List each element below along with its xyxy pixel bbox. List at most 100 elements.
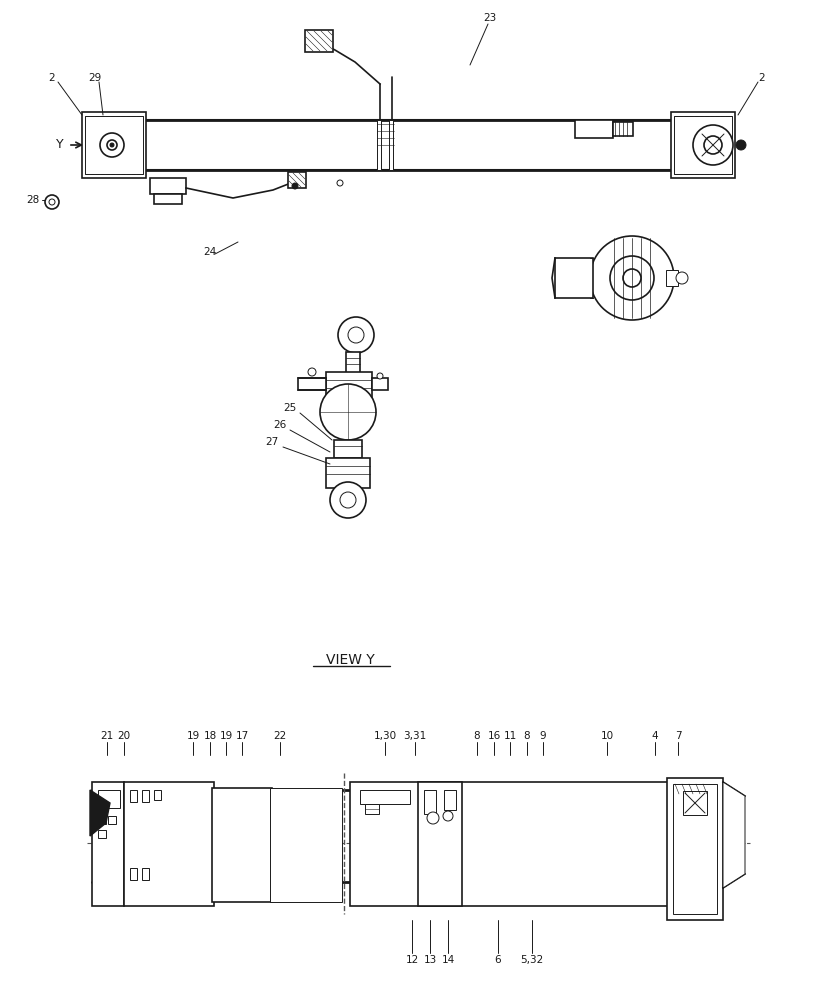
Circle shape <box>49 199 55 205</box>
Bar <box>98 790 120 808</box>
Bar <box>683 791 707 815</box>
Circle shape <box>100 133 124 157</box>
Bar <box>144 120 673 170</box>
Circle shape <box>348 327 364 343</box>
Circle shape <box>427 812 439 824</box>
Text: 25: 25 <box>283 403 297 413</box>
Text: 18: 18 <box>203 731 216 741</box>
Circle shape <box>330 482 366 518</box>
Circle shape <box>308 368 316 376</box>
Bar <box>326 372 372 404</box>
Text: 1,30: 1,30 <box>374 731 397 741</box>
Text: 2: 2 <box>49 73 55 83</box>
Bar <box>305 30 333 52</box>
Circle shape <box>320 384 376 440</box>
Text: VIEW Y: VIEW Y <box>326 653 375 667</box>
Text: 6: 6 <box>494 955 501 965</box>
Text: 10: 10 <box>601 731 614 741</box>
Bar <box>150 178 186 194</box>
Text: 12: 12 <box>406 955 419 965</box>
Circle shape <box>110 143 114 147</box>
Circle shape <box>704 136 722 154</box>
Text: 23: 23 <box>483 13 497 23</box>
Text: 20: 20 <box>118 731 131 741</box>
Circle shape <box>337 180 343 186</box>
Text: 26: 26 <box>273 420 286 430</box>
Bar <box>108 816 116 824</box>
Bar <box>444 790 456 810</box>
Circle shape <box>676 272 688 284</box>
Bar <box>98 830 106 838</box>
Bar <box>666 270 678 286</box>
Text: 8: 8 <box>473 731 481 741</box>
Text: 5,32: 5,32 <box>521 955 543 965</box>
Bar <box>270 788 342 902</box>
Bar <box>575 120 613 138</box>
Polygon shape <box>723 782 745 888</box>
Bar <box>360 790 410 804</box>
Text: 19: 19 <box>220 731 233 741</box>
Circle shape <box>340 492 356 508</box>
Bar <box>334 440 362 458</box>
Text: 21: 21 <box>100 731 113 741</box>
Bar <box>92 782 124 906</box>
Circle shape <box>693 125 733 165</box>
Bar <box>298 378 326 390</box>
Text: Y: Y <box>56 138 64 151</box>
Text: 27: 27 <box>265 437 278 447</box>
Text: 9: 9 <box>539 731 547 741</box>
Bar <box>377 120 381 170</box>
Bar <box>372 378 388 390</box>
Text: 4: 4 <box>652 731 659 741</box>
Bar <box>154 194 182 204</box>
Circle shape <box>377 373 383 379</box>
Bar <box>142 868 149 880</box>
Circle shape <box>623 269 641 287</box>
Bar <box>389 120 393 170</box>
Polygon shape <box>90 790 110 836</box>
Bar <box>326 458 370 488</box>
Bar <box>142 790 149 802</box>
Text: 14: 14 <box>441 955 455 965</box>
Circle shape <box>736 140 746 150</box>
Bar <box>85 116 143 174</box>
Text: 24: 24 <box>203 247 216 257</box>
Bar <box>124 782 214 906</box>
Circle shape <box>610 256 654 300</box>
Bar <box>98 816 106 824</box>
Bar <box>212 788 272 902</box>
Text: 28: 28 <box>26 195 40 205</box>
Text: 19: 19 <box>186 731 200 741</box>
Bar <box>671 112 735 178</box>
Circle shape <box>107 140 117 150</box>
Text: 13: 13 <box>424 955 437 965</box>
Bar <box>365 804 379 814</box>
Bar <box>613 122 633 136</box>
Circle shape <box>292 183 298 189</box>
Bar <box>418 782 462 906</box>
Bar <box>288 172 306 188</box>
Bar <box>350 782 675 906</box>
Text: 7: 7 <box>675 731 681 741</box>
Text: 3,31: 3,31 <box>403 731 427 741</box>
Text: 22: 22 <box>273 731 286 741</box>
Circle shape <box>45 195 59 209</box>
Circle shape <box>338 317 374 353</box>
Bar <box>667 778 723 920</box>
Text: 11: 11 <box>503 731 517 741</box>
Text: 17: 17 <box>235 731 249 741</box>
Circle shape <box>590 236 674 320</box>
Text: 16: 16 <box>487 731 501 741</box>
Circle shape <box>443 811 453 821</box>
Text: 8: 8 <box>524 731 530 741</box>
Text: 2: 2 <box>759 73 765 83</box>
Text: 29: 29 <box>88 73 102 83</box>
Bar <box>82 112 146 178</box>
Bar <box>154 790 161 800</box>
Bar <box>424 790 436 814</box>
Bar <box>674 116 732 174</box>
Bar <box>346 352 360 374</box>
Bar <box>130 868 137 880</box>
Bar <box>555 258 593 298</box>
Bar <box>130 790 137 802</box>
